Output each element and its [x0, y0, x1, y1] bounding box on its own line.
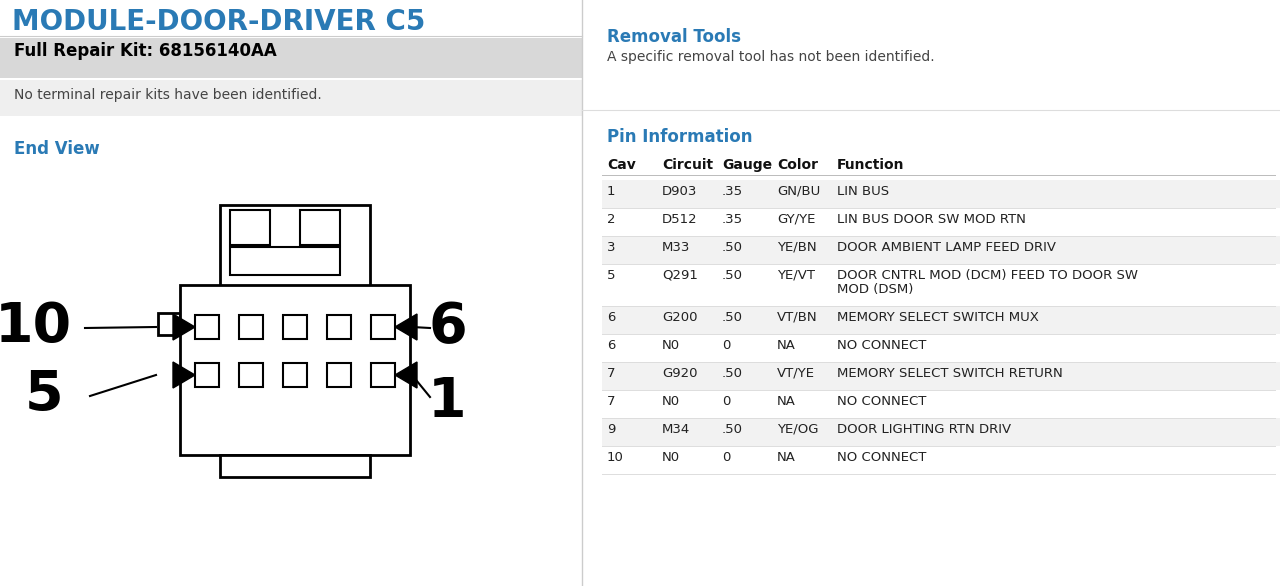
Text: 6: 6	[607, 311, 616, 324]
Text: VT/BN: VT/BN	[777, 311, 818, 324]
Text: Full Repair Kit: 68156140AA: Full Repair Kit: 68156140AA	[14, 42, 276, 60]
Polygon shape	[396, 362, 417, 388]
Text: 10: 10	[607, 451, 623, 464]
Text: NO CONNECT: NO CONNECT	[837, 339, 927, 352]
Text: N0: N0	[662, 339, 680, 352]
Bar	[283, 363, 307, 387]
Text: Pin Information: Pin Information	[607, 128, 753, 146]
Text: NA: NA	[777, 395, 796, 408]
Text: 7: 7	[607, 395, 616, 408]
Text: Circuit: Circuit	[662, 158, 713, 172]
Text: 6: 6	[607, 339, 616, 352]
Text: D512: D512	[662, 213, 698, 226]
Text: .50: .50	[722, 241, 742, 254]
Bar	[602, 180, 1280, 208]
Text: LIN BUS: LIN BUS	[837, 185, 890, 198]
Text: NA: NA	[777, 339, 796, 352]
Bar	[157, 313, 180, 335]
Text: 10: 10	[0, 300, 72, 354]
Text: 3: 3	[607, 241, 616, 254]
Text: .50: .50	[722, 311, 742, 324]
Text: GY/YE: GY/YE	[777, 213, 815, 226]
Text: DOOR AMBIENT LAMP FEED DRIV: DOOR AMBIENT LAMP FEED DRIV	[837, 241, 1056, 254]
Text: 5: 5	[26, 368, 64, 422]
Bar	[230, 210, 270, 245]
Text: M33: M33	[662, 241, 690, 254]
Text: 0: 0	[722, 451, 731, 464]
Bar	[283, 315, 307, 339]
Polygon shape	[173, 314, 195, 340]
Bar	[0, 80, 582, 116]
Text: MOD (DSM): MOD (DSM)	[837, 283, 914, 296]
Text: .50: .50	[722, 367, 742, 380]
Text: NO CONNECT: NO CONNECT	[837, 395, 927, 408]
Text: VT/YE: VT/YE	[777, 367, 815, 380]
Bar	[326, 315, 351, 339]
Text: 9: 9	[607, 423, 616, 436]
Text: DOOR LIGHTING RTN DRIV: DOOR LIGHTING RTN DRIV	[837, 423, 1011, 436]
Bar	[602, 236, 1280, 264]
Text: D903: D903	[662, 185, 698, 198]
Text: MEMORY SELECT SWITCH RETURN: MEMORY SELECT SWITCH RETURN	[837, 367, 1062, 380]
Text: N0: N0	[662, 451, 680, 464]
Bar	[239, 315, 262, 339]
Text: Removal Tools: Removal Tools	[607, 28, 741, 46]
Text: 0: 0	[722, 339, 731, 352]
Bar	[300, 210, 340, 245]
Text: 5: 5	[607, 269, 616, 282]
Text: .50: .50	[722, 269, 742, 282]
Text: Cav: Cav	[607, 158, 636, 172]
Text: .35: .35	[722, 185, 744, 198]
Text: 2: 2	[607, 213, 616, 226]
Text: No terminal repair kits have been identified.: No terminal repair kits have been identi…	[14, 88, 321, 102]
Text: NO CONNECT: NO CONNECT	[837, 451, 927, 464]
Text: Gauge: Gauge	[722, 158, 772, 172]
Text: .50: .50	[722, 423, 742, 436]
Text: 0: 0	[722, 395, 731, 408]
Polygon shape	[396, 314, 417, 340]
Text: DOOR CNTRL MOD (DCM) FEED TO DOOR SW: DOOR CNTRL MOD (DCM) FEED TO DOOR SW	[837, 269, 1138, 282]
Bar	[602, 362, 1280, 390]
Bar	[371, 315, 396, 339]
Bar	[371, 363, 396, 387]
Text: Function: Function	[837, 158, 905, 172]
Text: 1: 1	[607, 185, 616, 198]
Text: Color: Color	[777, 158, 818, 172]
Text: LIN BUS DOOR SW MOD RTN: LIN BUS DOOR SW MOD RTN	[837, 213, 1025, 226]
Text: N0: N0	[662, 395, 680, 408]
Bar	[326, 363, 351, 387]
Text: 1: 1	[428, 375, 467, 429]
Text: MODULE-DOOR-DRIVER C5: MODULE-DOOR-DRIVER C5	[12, 8, 425, 36]
Text: 6: 6	[428, 300, 467, 354]
Bar	[220, 205, 370, 287]
Bar	[602, 418, 1280, 446]
Text: MEMORY SELECT SWITCH MUX: MEMORY SELECT SWITCH MUX	[837, 311, 1039, 324]
Text: End View: End View	[14, 140, 100, 158]
Bar	[239, 363, 262, 387]
Text: 7: 7	[607, 367, 616, 380]
Bar	[602, 306, 1280, 334]
Text: YE/OG: YE/OG	[777, 423, 818, 436]
Bar	[220, 455, 370, 477]
Text: G200: G200	[662, 311, 698, 324]
Text: .35: .35	[722, 213, 744, 226]
Bar	[230, 247, 340, 275]
Text: M34: M34	[662, 423, 690, 436]
Text: NA: NA	[777, 451, 796, 464]
Text: A specific removal tool has not been identified.: A specific removal tool has not been ide…	[607, 50, 934, 64]
Bar	[195, 315, 219, 339]
Text: Q291: Q291	[662, 269, 698, 282]
Bar	[195, 363, 219, 387]
Bar	[0, 38, 582, 78]
Polygon shape	[173, 362, 195, 388]
Bar	[180, 285, 410, 455]
Text: YE/BN: YE/BN	[777, 241, 817, 254]
Text: G920: G920	[662, 367, 698, 380]
Text: GN/BU: GN/BU	[777, 185, 820, 198]
Text: YE/VT: YE/VT	[777, 269, 815, 282]
